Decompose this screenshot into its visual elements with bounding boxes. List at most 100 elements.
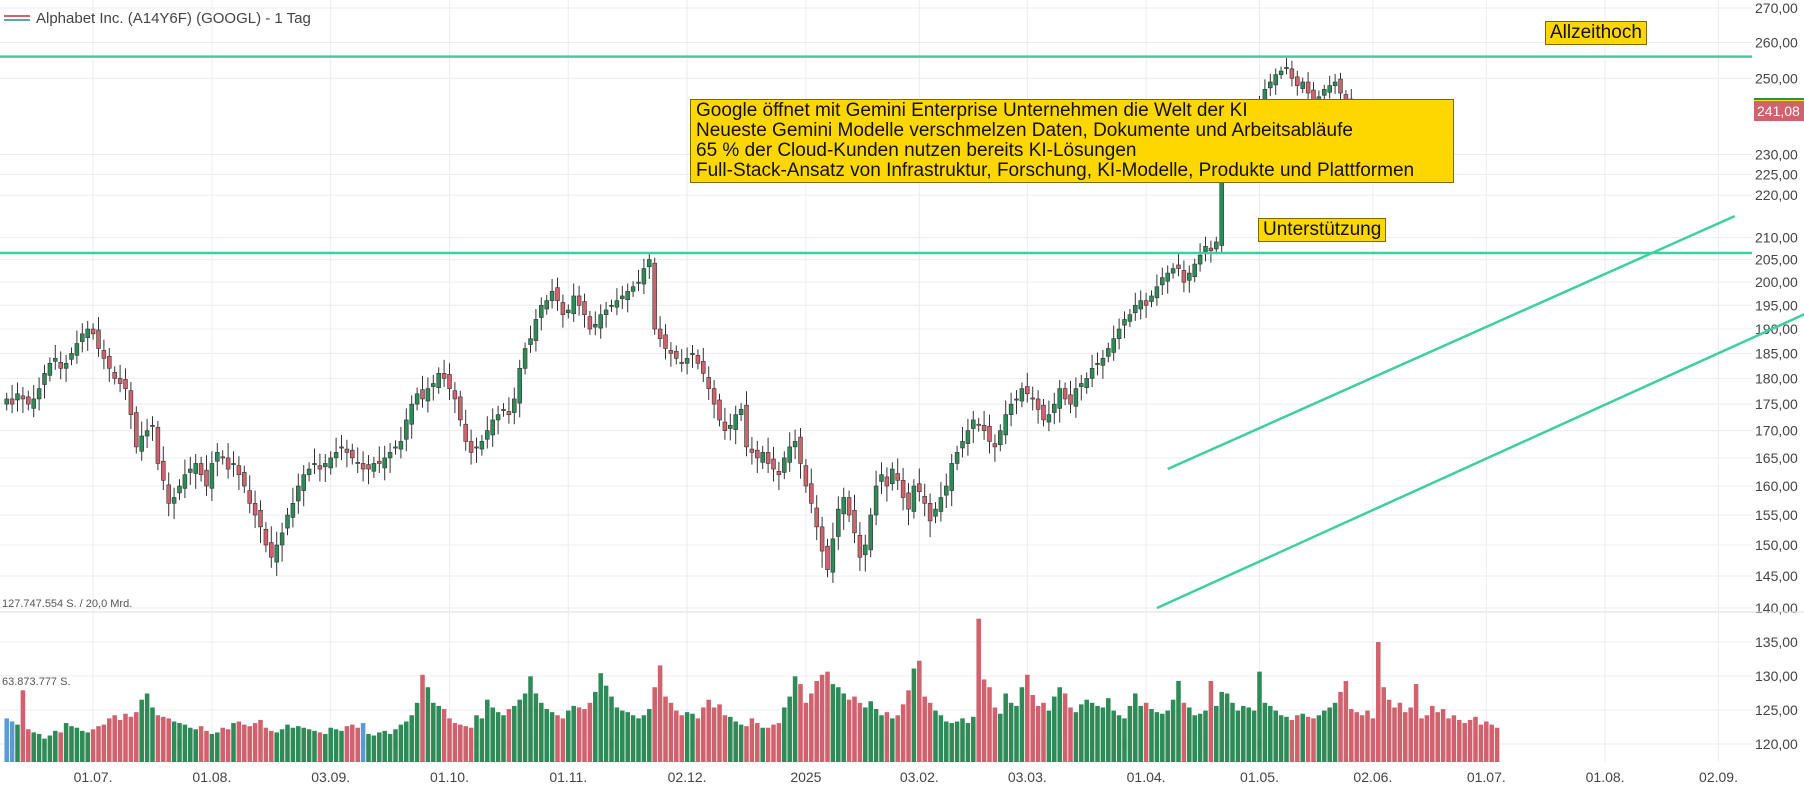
candle-body xyxy=(112,372,117,379)
volume-bar xyxy=(1446,718,1451,762)
y-tick-label: 270,00 xyxy=(1755,0,1798,16)
volume-bar xyxy=(1451,715,1457,762)
candle-body xyxy=(188,468,193,473)
volume-bar xyxy=(485,699,490,762)
y-tick-label: 180,00 xyxy=(1755,370,1798,386)
volume-bar xyxy=(679,715,684,762)
volume-bar xyxy=(1349,709,1354,762)
candle-body xyxy=(501,409,506,411)
volume-bar xyxy=(593,691,598,762)
candle-body xyxy=(1003,414,1008,436)
candle-body xyxy=(1041,404,1046,421)
volume-bar xyxy=(231,723,236,762)
volume-bar xyxy=(96,726,101,762)
candle-body xyxy=(895,473,900,481)
y-tick-label: 140,00 xyxy=(1755,600,1798,616)
candle-body xyxy=(1332,81,1338,86)
volume-bar xyxy=(468,727,474,762)
volume-bar xyxy=(236,721,242,762)
candle-body xyxy=(657,328,663,339)
volume-bar xyxy=(85,732,90,762)
y-tick-label: 185,00 xyxy=(1755,345,1798,361)
volume-bar xyxy=(441,709,447,762)
x-tick-label: 01.04. xyxy=(1127,769,1166,785)
candle-body xyxy=(306,468,312,475)
volume-bar xyxy=(836,687,841,762)
candle-body xyxy=(571,295,576,315)
volume-bar xyxy=(625,712,630,762)
volume-bar xyxy=(155,715,161,762)
volume-bar xyxy=(512,705,517,762)
volume-bar xyxy=(112,715,117,762)
candle-body xyxy=(674,351,679,359)
candle-body xyxy=(463,423,468,442)
volume-bar xyxy=(458,724,463,762)
volume-bar xyxy=(1041,702,1046,762)
volume-bar xyxy=(738,724,744,762)
candle-body xyxy=(1068,394,1073,405)
candle-body xyxy=(485,430,490,440)
volume-bar xyxy=(674,710,679,762)
candle-body xyxy=(506,411,512,415)
volume-bar xyxy=(657,665,663,762)
candle-body xyxy=(1057,388,1062,409)
volume-bar xyxy=(1343,680,1349,762)
x-tick-label: 2025 xyxy=(790,769,821,785)
volume-bar xyxy=(107,718,112,762)
volume-bar xyxy=(1008,702,1014,762)
candle-body xyxy=(1030,397,1035,400)
volume-bar xyxy=(1484,721,1489,762)
candle-body xyxy=(150,424,155,427)
candle-body xyxy=(1284,67,1289,69)
candle-body xyxy=(447,374,452,389)
volume-bar xyxy=(1338,691,1343,762)
volume-bar xyxy=(998,713,1003,762)
volume-bar xyxy=(668,702,674,762)
x-tick-label: 01.11. xyxy=(549,769,587,785)
volume-bar xyxy=(328,727,333,762)
volume-bar xyxy=(900,704,906,762)
volume-bar xyxy=(1079,704,1084,762)
volume-bar xyxy=(1440,709,1446,762)
volume-bar xyxy=(582,709,587,762)
volume-bar xyxy=(1251,710,1257,762)
volume-bar xyxy=(58,732,63,762)
volume-bar xyxy=(139,699,144,762)
candle-body xyxy=(873,485,879,516)
ath-annotation: Allzeithoch xyxy=(1545,21,1647,45)
price-tag: 241,08 xyxy=(1754,101,1804,122)
candle-body xyxy=(101,350,107,359)
candle-body xyxy=(749,448,755,453)
volume-bar xyxy=(971,716,976,762)
volume-bar xyxy=(90,729,96,762)
volume-bar xyxy=(944,721,949,762)
volume-bar xyxy=(296,726,301,762)
candle-body xyxy=(1295,76,1300,86)
volume-bar xyxy=(150,707,155,762)
candle-body xyxy=(344,448,350,453)
candle-body xyxy=(1192,263,1197,277)
volume-bar xyxy=(517,699,522,762)
candle-body xyxy=(209,463,215,489)
volume-bar xyxy=(215,732,220,762)
candle-body xyxy=(1327,85,1332,93)
news-line: Neueste Gemini Modelle verschmelzen Date… xyxy=(696,120,1353,141)
volume-bar xyxy=(787,696,792,762)
volume-bar xyxy=(101,724,107,762)
volume-bar xyxy=(333,729,339,762)
volume-bar xyxy=(846,699,852,762)
volume-bar xyxy=(123,713,128,762)
volume-bar xyxy=(711,707,717,762)
candle-body xyxy=(360,463,366,470)
volume-bar xyxy=(371,735,377,762)
candle-body xyxy=(555,287,560,301)
volume-bar xyxy=(1035,705,1041,762)
candle-body xyxy=(317,465,323,470)
x-tick-label: 01.07. xyxy=(1467,769,1506,785)
volume-bar xyxy=(1106,698,1111,762)
volume-bar xyxy=(15,724,20,762)
candle-body xyxy=(296,485,301,502)
volume-bar xyxy=(312,730,317,762)
volume-bar xyxy=(1370,718,1376,762)
volume-bar xyxy=(1408,707,1413,762)
